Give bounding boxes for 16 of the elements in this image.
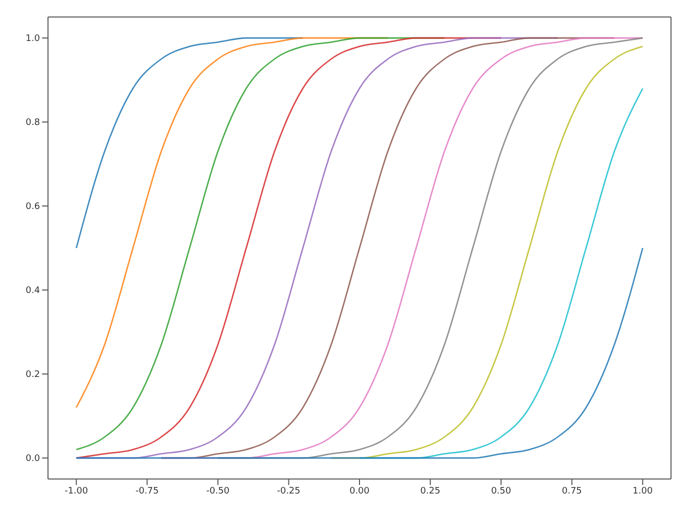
x-tick-label: 0.50 [491, 486, 512, 496]
x-tick-label: -0.25 [277, 486, 300, 496]
y-tick-label: 0.0 [26, 454, 40, 464]
y-tick-label: 0.2 [26, 370, 40, 380]
x-tick-label: 0.00 [349, 486, 370, 496]
y-tick-label: 0.6 [26, 202, 40, 212]
x-tick-label: 0.75 [562, 486, 582, 496]
x-tick-label: -0.75 [135, 486, 159, 496]
y-tick-label: 1.0 [26, 34, 40, 44]
y-tick-label: 0.4 [26, 286, 40, 296]
y-tick-label: 0.8 [26, 118, 40, 128]
x-tick-label: -0.50 [206, 486, 230, 496]
x-tick-label: -1.00 [64, 486, 88, 496]
x-tick-label: 0.25 [420, 486, 440, 496]
x-tick-label: 1.00 [632, 486, 653, 496]
line-series [76, 247, 644, 459]
